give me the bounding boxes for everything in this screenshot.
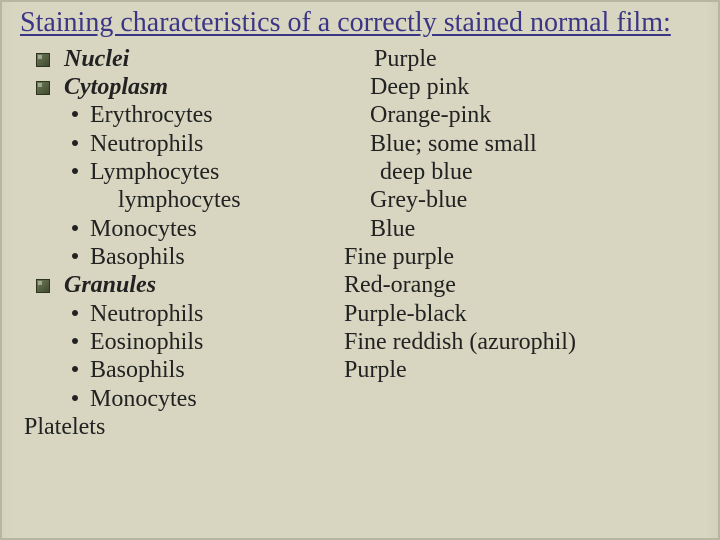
dot-bullet-icon	[72, 366, 78, 372]
dot-bullet-icon	[72, 140, 78, 146]
val-gr-monocytes: Fine reddish (azurophil)	[344, 328, 702, 356]
val-cy-neutrophils: Orange-pink	[366, 101, 702, 129]
val-gr-eosinophils: Red-orange	[344, 271, 702, 299]
value-nuclei: Purple	[366, 46, 437, 72]
label-cy-neutrophils: Neutrophils	[90, 131, 203, 157]
dot-bullet-icon	[72, 111, 78, 117]
square-bullet-icon	[36, 53, 50, 67]
cyto-neutrophils: Neutrophils	[64, 130, 360, 158]
label-gr-neutrophils: Neutrophils	[90, 301, 203, 327]
dot-bullet-icon	[72, 395, 78, 401]
label-erythrocytes: Erythrocytes	[90, 102, 213, 128]
gran-monocytes: Monocytes	[64, 385, 360, 413]
value-gr-basophils: Purple-black	[344, 301, 467, 327]
item-granules: Granules	[64, 271, 360, 299]
cyto-basophils: Basophils	[64, 243, 360, 271]
val-erythrocytes: Deep pink	[366, 73, 702, 101]
label-cy-lymphocytes-cont: lymphocytes	[118, 187, 241, 213]
dot-bullet-icon	[72, 225, 78, 231]
gran-neutrophils: Neutrophils	[64, 300, 360, 328]
val-gr-neutrophils: Fine purple	[344, 243, 702, 271]
cyto-lymphocytes-cont: lymphocytes	[64, 186, 360, 214]
value-gr-eosinophils: Red-orange	[344, 272, 456, 298]
label-cytoplasm: Cytoplasm	[64, 74, 168, 100]
value-cy-basophils: Blue	[366, 216, 415, 242]
val-cy-lymphocytes: Blue; some small	[366, 130, 702, 158]
gran-basophils: Basophils	[64, 356, 360, 384]
item-cytoplasm: Cytoplasm	[64, 73, 360, 101]
value-erythrocytes: Deep pink	[366, 74, 469, 100]
dot-bullet-icon	[72, 168, 78, 174]
gran-eosinophils: Eosinophils	[64, 328, 360, 356]
label-cy-monocytes: Monocytes	[90, 216, 197, 242]
right-column: Purple Deep pink Orange-pink Blue; some …	[360, 45, 702, 441]
value-cy-lymphocytes-cont: deep blue	[366, 159, 473, 185]
item-platelets: Platelets	[20, 413, 360, 441]
slide-title: Staining characteristics of a correctly …	[20, 8, 702, 39]
dot-bullet-icon	[72, 310, 78, 316]
label-nuclei: Nuclei	[64, 46, 129, 72]
val-gr-basophils: Purple-black	[344, 300, 702, 328]
label-gr-basophils: Basophils	[90, 357, 185, 383]
value-platelets: Purple	[344, 357, 407, 383]
value-cy-neutrophils: Orange-pink	[366, 102, 491, 128]
item-nuclei: Nuclei	[64, 45, 360, 73]
left-column: Nuclei Cytoplasm Erythrocytes Neutrophil…	[20, 45, 360, 441]
content-columns: Nuclei Cytoplasm Erythrocytes Neutrophil…	[20, 45, 702, 441]
label-cy-basophils: Basophils	[90, 244, 185, 270]
val-platelets: Purple	[344, 356, 702, 384]
label-platelets: Platelets	[24, 414, 105, 440]
label-cy-lymphocytes: Lymphocytes	[90, 159, 219, 185]
value-gr-monocytes: Fine reddish (azurophil)	[344, 329, 576, 355]
label-gr-eosinophils: Eosinophils	[90, 329, 203, 355]
label-gr-monocytes: Monocytes	[90, 386, 197, 412]
value-cy-lymphocytes: Blue; some small	[366, 131, 537, 157]
square-bullet-icon	[36, 81, 50, 95]
value-cy-monocytes: Grey-blue	[366, 187, 467, 213]
dot-bullet-icon	[72, 338, 78, 344]
val-cy-basophils: Blue	[366, 215, 702, 243]
val-cy-monocytes: Grey-blue	[366, 186, 702, 214]
val-cy-lymphocytes-cont: deep blue	[366, 158, 702, 186]
dot-bullet-icon	[72, 253, 78, 259]
cyto-erythrocytes: Erythrocytes	[64, 101, 360, 129]
cyto-lymphocytes: Lymphocytes	[64, 158, 360, 186]
cyto-monocytes: Monocytes	[64, 215, 360, 243]
value-gr-neutrophils: Fine purple	[344, 244, 454, 270]
square-bullet-icon	[36, 279, 50, 293]
val-nuclei: Purple	[366, 45, 702, 73]
slide: Staining characteristics of a correctly …	[2, 2, 718, 538]
label-granules: Granules	[64, 272, 156, 298]
